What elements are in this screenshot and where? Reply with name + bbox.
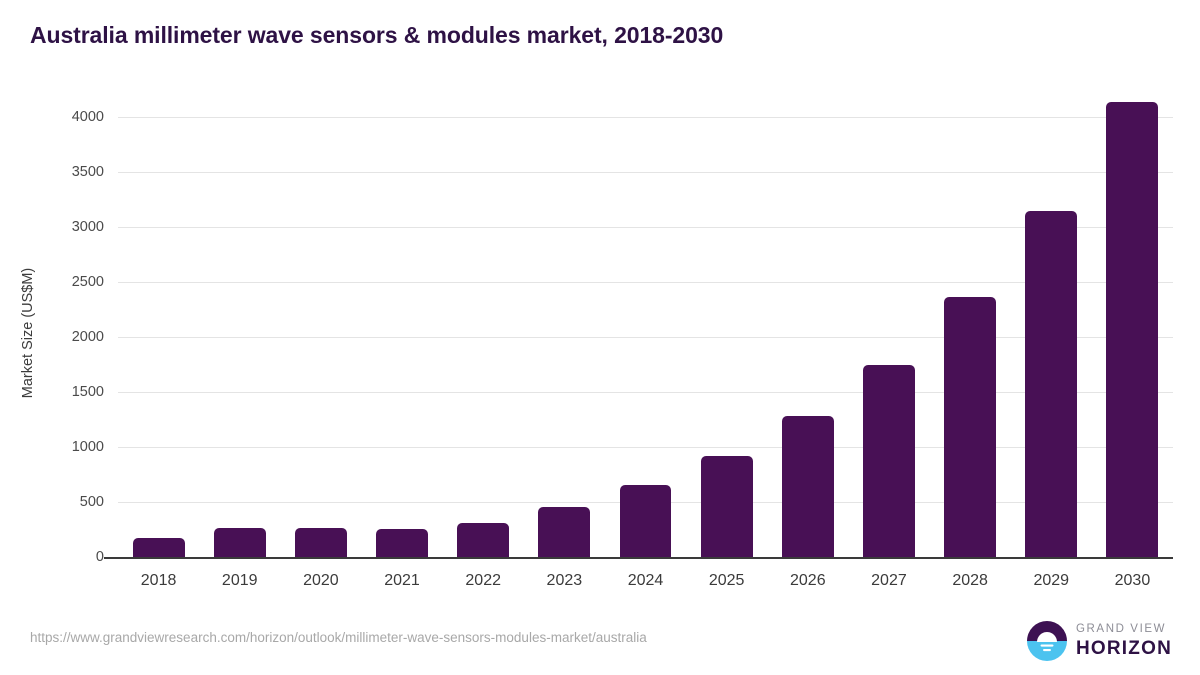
bar-2021[interactable] [376, 528, 428, 557]
x-axis-tick-label: 2025 [708, 572, 745, 589]
y-axis-tick-label: 1500 [71, 384, 104, 401]
grand-view-horizon-mark-icon [1026, 621, 1067, 661]
x-axis-tick-label: 2026 [790, 572, 826, 589]
bar-2028[interactable] [944, 296, 997, 557]
gridline [118, 447, 1173, 449]
bar-slot [944, 90, 997, 557]
x-axis-tick-label: 2018 [140, 572, 177, 589]
bar-2018[interactable] [132, 537, 185, 557]
bar-slot [1106, 90, 1159, 557]
x-axis-tick-label: 2021 [384, 572, 420, 589]
x-axis-tick-label: 2027 [871, 572, 907, 589]
x-axis-line [118, 557, 1173, 559]
bar-slot [619, 90, 672, 557]
bar-slot [294, 90, 347, 557]
logo-bottom-text: HORIZON [1075, 637, 1172, 659]
y-axis-tick-label: 1000 [71, 439, 104, 456]
gridline [118, 282, 1173, 284]
gridline [118, 337, 1173, 339]
y-axis-tick-label: 4000 [71, 109, 104, 126]
bar-slot [457, 90, 510, 557]
bar-2024[interactable] [619, 485, 672, 557]
y-axis-tick-label: 2000 [71, 329, 104, 346]
bar-slot [376, 90, 428, 557]
y-axis-tick-label: 3000 [71, 219, 104, 236]
bar-2026[interactable] [781, 416, 834, 557]
y-axis-zero-tick [104, 557, 118, 559]
gridline [118, 117, 1173, 119]
y-axis-tick-label: 3500 [71, 164, 104, 181]
bar-slot [132, 90, 185, 557]
bar-2027[interactable] [862, 364, 915, 557]
bar-2030[interactable] [1106, 102, 1159, 557]
x-axis-tick-label: 2019 [221, 572, 258, 589]
bar-2022[interactable] [457, 522, 510, 557]
x-axis-tick-label: 2022 [465, 572, 501, 589]
gridline [118, 172, 1173, 174]
y-axis-tick-label: 2500 [71, 274, 104, 291]
logo-top-text: GRAND VIEW [1075, 623, 1167, 636]
x-axis-tick-label: 2028 [952, 572, 988, 589]
gridline [118, 392, 1173, 394]
source-url[interactable]: https://www.grandviewresearch.com/horizo… [30, 630, 647, 645]
y-axis-tick-label: 500 [79, 494, 104, 511]
bar-slot [862, 90, 915, 557]
brand-logo[interactable]: GRAND VIEW HORIZON [1026, 620, 1172, 662]
bar-slot [213, 90, 266, 557]
y-axis-title: Market Size (US$M) [20, 267, 36, 399]
bar-2019[interactable] [213, 528, 266, 557]
bar-slot [700, 90, 753, 557]
x-axis-tick-label: 2030 [1114, 572, 1151, 589]
x-axis-tick-label: 2029 [1033, 572, 1070, 589]
bars-layer [118, 90, 1173, 557]
logo-text: GRAND VIEW HORIZON [1076, 624, 1172, 658]
bar-slot [1025, 90, 1078, 557]
x-axis-tick-label: 2023 [546, 572, 583, 589]
bar-2020[interactable] [294, 528, 347, 557]
x-axis-tick-label: 2024 [627, 572, 664, 589]
bar-2023[interactable] [538, 507, 591, 557]
bar-2025[interactable] [700, 455, 753, 557]
page-title: Australia millimeter wave sensors & modu… [30, 22, 724, 48]
y-axis-tick-label: 0 [95, 549, 104, 565]
gridline [118, 227, 1173, 229]
bar-slot [781, 90, 834, 557]
x-axis-tick-label: 2020 [303, 572, 339, 589]
bar-slot [538, 90, 591, 557]
bar-2029[interactable] [1025, 210, 1078, 557]
